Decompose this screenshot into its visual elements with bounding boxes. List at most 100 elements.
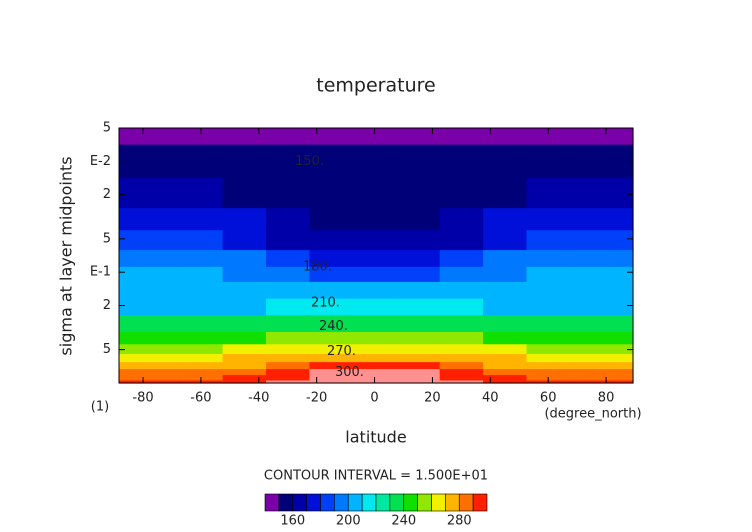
contour-cell [483, 362, 528, 370]
y-tick-label: 5 [103, 342, 111, 357]
contour-cell [396, 250, 441, 268]
contour-cell [138, 250, 180, 268]
contour-cell [483, 266, 528, 283]
contour-cell [396, 362, 441, 370]
y-tick-label: 5 [103, 121, 111, 136]
contour-cell [569, 331, 612, 345]
contour-cell [610, 362, 634, 370]
contour-cell [396, 230, 441, 251]
contour-cell [138, 298, 180, 316]
contour-cell [396, 354, 441, 363]
contour-cell [610, 144, 634, 179]
contour-cell [610, 281, 634, 300]
contour-cell [610, 331, 634, 345]
contour-cell [483, 380, 528, 384]
contour-cell [439, 375, 484, 382]
colorbar-segment [472, 493, 488, 512]
contour-cell [119, 266, 140, 283]
contour-cell [222, 298, 267, 316]
colorbar-label: 280 [447, 514, 472, 529]
contour-cell [266, 331, 311, 345]
contour-cell [569, 298, 612, 316]
contour-cell [266, 298, 311, 316]
contour-cell [483, 178, 528, 209]
contour-cell [179, 128, 224, 146]
colorbar-segment [334, 493, 349, 512]
contour-cell [309, 128, 354, 146]
contour-cell [222, 362, 267, 370]
x-tick-label: -60 [190, 391, 211, 406]
colorbar-label: 200 [336, 514, 361, 529]
contour-cell [119, 380, 140, 384]
contour-cell [179, 178, 224, 209]
contour-cell [138, 380, 180, 384]
contour-cell [526, 331, 571, 345]
contour-cell [179, 369, 224, 376]
contour-cell [483, 144, 528, 179]
contour-cell [138, 144, 180, 179]
contour-cell [352, 362, 397, 370]
contour-cell [222, 250, 267, 268]
contour-cell [569, 178, 612, 209]
contour-cell [179, 354, 224, 363]
contour-cell [569, 128, 612, 146]
contour-cell [179, 298, 224, 316]
contour-cell [396, 344, 441, 355]
contour-cell [439, 354, 484, 363]
x-unit: (degree_north) [544, 407, 641, 422]
contour-cell [526, 144, 571, 179]
contour-cell [179, 331, 224, 345]
contour-cell [483, 315, 528, 333]
y-tick-label: 2 [103, 298, 111, 313]
contour-cell [309, 144, 354, 179]
contour-cell [439, 250, 484, 268]
y-axis-label: sigma at layer midpoints [57, 156, 76, 355]
contour-cell [266, 178, 311, 209]
contour-cell [309, 331, 354, 345]
contour-cell [396, 298, 441, 316]
contour-cell [222, 178, 267, 209]
contour-cell [483, 331, 528, 345]
contour-cell [266, 144, 311, 179]
contour-cell [439, 380, 484, 384]
contour-cell [309, 362, 354, 370]
contour-cell [526, 208, 571, 231]
contour-cell [396, 178, 441, 209]
contour-cell [610, 354, 634, 363]
contour-cell [569, 344, 612, 355]
x-tick-label: -40 [248, 391, 269, 406]
contour-cell [526, 281, 571, 300]
contour-cell [266, 266, 311, 283]
contour-cell [396, 266, 441, 283]
contour-cell [309, 344, 354, 355]
x-tick-label: 60 [540, 391, 557, 406]
contour-cell [569, 144, 612, 179]
contour-cell [352, 315, 397, 333]
contour-cell [352, 266, 397, 283]
y-tick-label: 2 [103, 187, 111, 202]
contour-cell [119, 230, 140, 251]
contour-cell [119, 331, 140, 345]
contour-cell [119, 362, 140, 370]
contour-cell [352, 331, 397, 345]
contour-cell [396, 281, 441, 300]
contour-cell [610, 375, 634, 382]
contour-cell [396, 208, 441, 231]
contour-cell [396, 331, 441, 345]
contour-cell [439, 144, 484, 179]
contour-label: 270. [327, 344, 356, 359]
contour-cell [610, 178, 634, 209]
contour-cell [396, 380, 441, 384]
contour-cell [483, 281, 528, 300]
x-axis-label: latitude [345, 428, 406, 447]
contour-cell [222, 266, 267, 283]
contour-cell [179, 230, 224, 251]
contour-cell [138, 354, 180, 363]
contour-label: 180. [303, 259, 332, 274]
x-tick-label: 0 [370, 391, 378, 406]
contour-cell [439, 128, 484, 146]
colorbar-label: 160 [280, 514, 305, 529]
contour-cell [222, 380, 267, 384]
contour-cell [179, 144, 224, 179]
contour-cell [610, 344, 634, 355]
